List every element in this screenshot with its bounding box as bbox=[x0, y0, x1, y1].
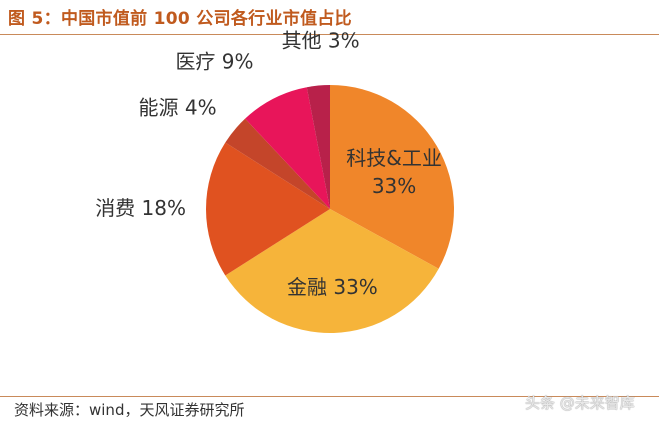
watermark-text: 头条 @未来智库 bbox=[525, 394, 635, 412]
slice-label-5: 其他 3% bbox=[282, 29, 360, 53]
pie-slice-3 bbox=[225, 118, 330, 209]
footer-divider bbox=[0, 396, 659, 397]
pie-slice-4 bbox=[245, 87, 330, 209]
slice-label-4: 医疗 9% bbox=[175, 49, 253, 73]
source-note: 资料来源：wind，天风证券研究所 bbox=[14, 401, 245, 419]
slice-label-3: 能源 4% bbox=[138, 95, 216, 119]
pie-slice-2 bbox=[206, 142, 330, 276]
slice-value-0: 33% bbox=[372, 174, 416, 198]
pie-slice-5 bbox=[306, 85, 330, 209]
chart-title: 图 5：中国市值前 100 公司各行业市值占比 bbox=[8, 9, 352, 29]
pie-slices bbox=[206, 85, 454, 333]
pie-slice-1 bbox=[225, 209, 439, 333]
slice-label-1: 金融 33% bbox=[287, 275, 378, 299]
pie-slice-0 bbox=[330, 85, 454, 269]
pie-labels: 科技&工业 33% 金融 33% 消费 18% 能源 4% 医疗 9% 其他 3% bbox=[95, 29, 442, 299]
slice-label-0: 科技&工业 bbox=[346, 146, 442, 170]
slice-label-2: 消费 18% bbox=[95, 196, 186, 220]
title-divider bbox=[0, 34, 659, 35]
